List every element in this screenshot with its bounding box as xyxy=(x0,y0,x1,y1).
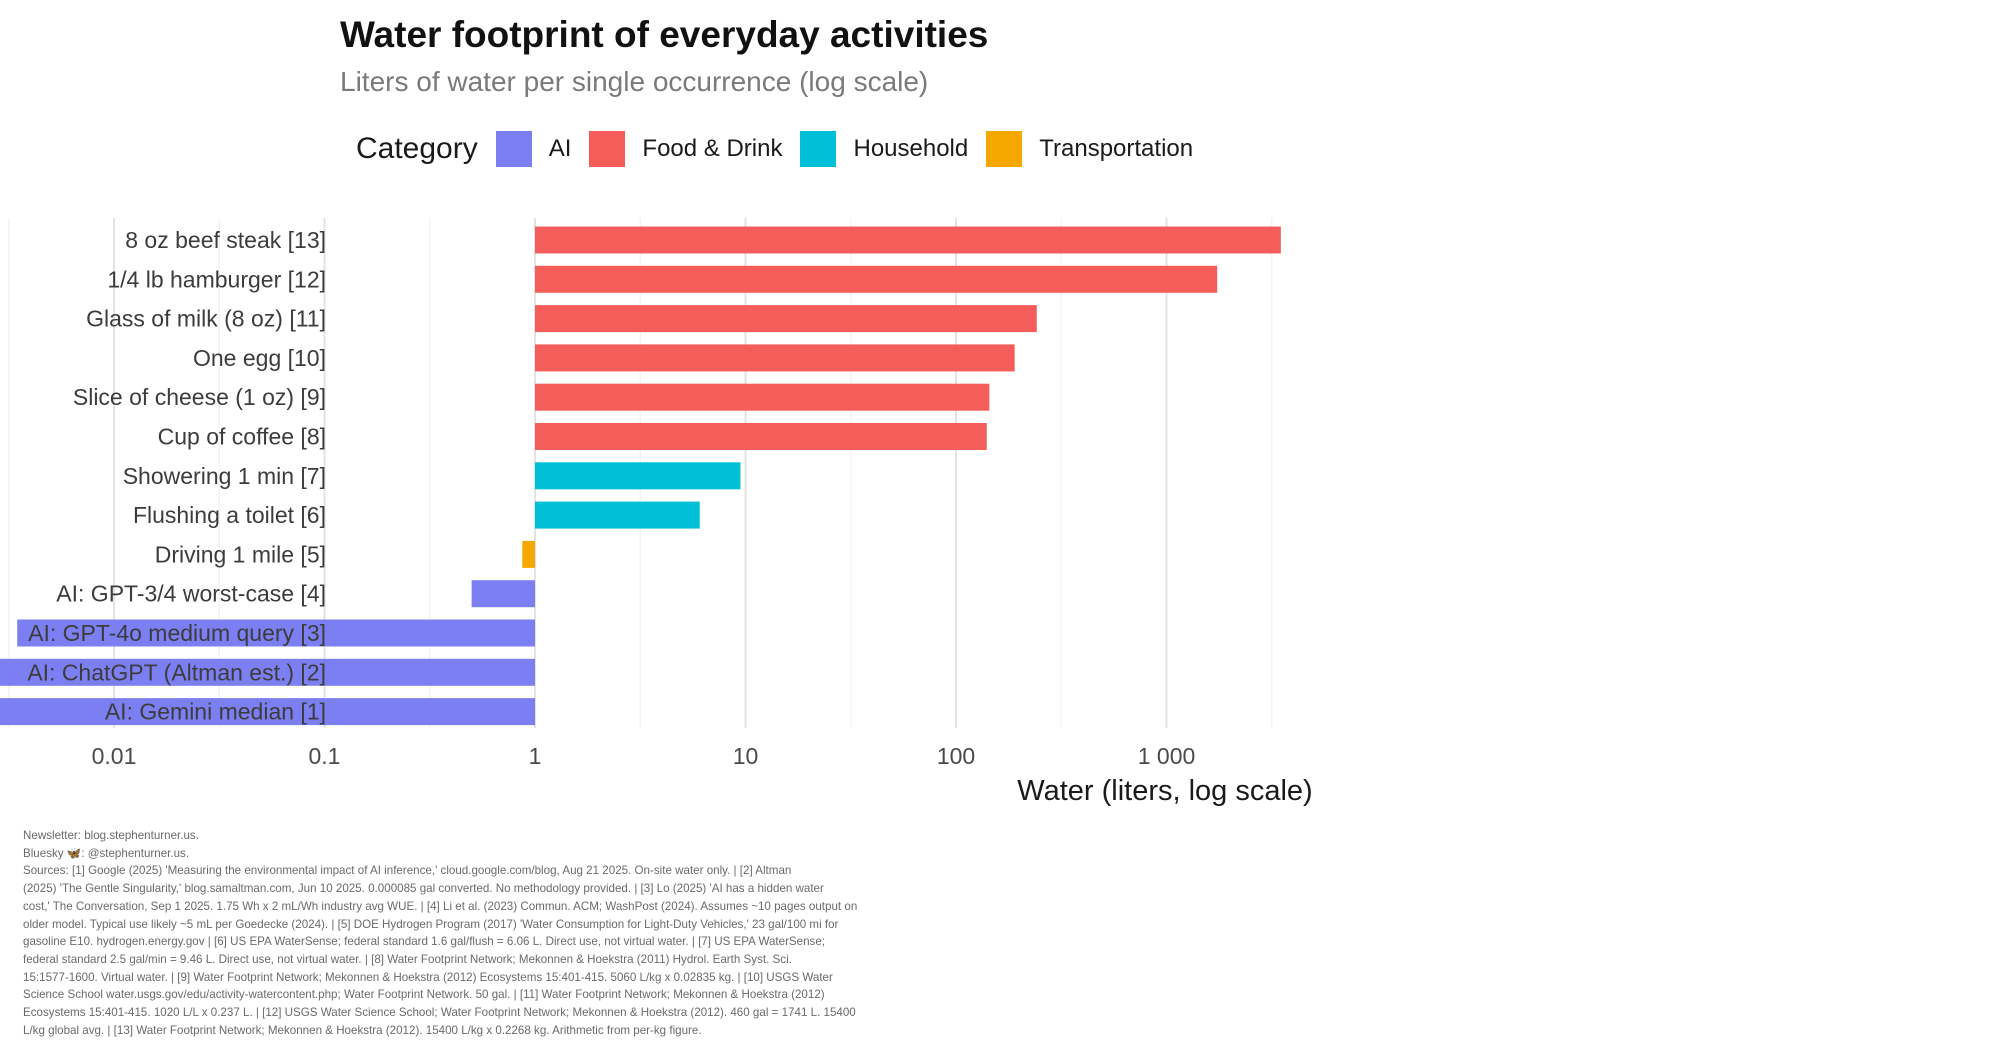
category-label: Slice of cheese (1 oz) [9] xyxy=(73,384,326,410)
bar xyxy=(535,226,1281,254)
chart-title: Water footprint of everyday activities xyxy=(340,14,989,55)
x-tick-label: 0.1 xyxy=(309,743,341,769)
legend-item-household: Household xyxy=(800,131,968,167)
category-label: AI: GPT-3/4 worst-case [4] xyxy=(56,581,326,607)
footer-line: L/kg global avg. | [13] Water Footprint … xyxy=(23,1023,702,1037)
footer-line: Newsletter: blog.stephenturner.us. xyxy=(23,829,199,842)
legend-swatch-household xyxy=(800,131,837,167)
legend-label-transportation: Transportation xyxy=(1039,135,1194,162)
legend-item-food-drink: Food & Drink xyxy=(589,131,782,167)
footer-line: Science School water.usgs.gov/edu/activi… xyxy=(23,988,825,1002)
chart-subtitle: Liters of water per single occurrence (l… xyxy=(340,66,929,97)
legend-swatch-ai xyxy=(495,131,532,167)
category-label: One egg [10] xyxy=(193,345,326,371)
category-label: 1/4 lb hamburger [12] xyxy=(107,266,326,292)
footer-notes: Newsletter: blog.stephenturner.us. Blues… xyxy=(23,827,963,1039)
bar xyxy=(535,423,987,450)
footer-line: older model. Typical use likely ~5 mL pe… xyxy=(23,917,839,931)
legend-label-ai: AI xyxy=(548,135,572,162)
x-tick-label: 10 xyxy=(733,743,759,769)
legend-item-transportation: Transportation xyxy=(986,131,1193,167)
legend-title: Category xyxy=(356,132,478,165)
bar xyxy=(535,305,1037,333)
bar xyxy=(17,619,535,647)
bar xyxy=(0,698,536,726)
category-label: AI: ChatGPT (Altman est.) [2] xyxy=(27,659,326,685)
bar xyxy=(535,462,741,490)
footer-line: cost,' The Conversation, Sep 1 2025. 1.7… xyxy=(23,899,858,913)
legend-swatch-food-drink xyxy=(589,131,626,167)
footer-line: (2025) 'The Gentle Singularity,' blog.sa… xyxy=(23,882,824,896)
x-tick-label: 1 xyxy=(529,743,542,769)
footer-line: federal standard 2.5 gal/min = 9.46 L. D… xyxy=(23,952,792,966)
x-axis-label: Water (liters, log scale) xyxy=(1017,775,1312,807)
category-labels: 8 oz beef steak [13] 1/4 lb hamburger [12… xyxy=(27,227,326,725)
bar xyxy=(535,383,990,411)
footer-line: 15:1577-1600. Virtual water. | [9] Water… xyxy=(23,970,833,984)
x-tick-label: 100 xyxy=(937,743,975,769)
legend-swatch-transportation xyxy=(986,131,1023,167)
bar xyxy=(0,658,535,686)
category-label: 8 oz beef steak [13] xyxy=(125,227,326,253)
bar xyxy=(471,580,535,608)
bar xyxy=(535,265,1218,293)
bar xyxy=(535,344,1015,372)
legend-label-household: Household xyxy=(853,135,969,162)
bar xyxy=(535,501,700,529)
category-label: AI: GPT-4o medium query [3] xyxy=(28,620,326,646)
category-label: Glass of milk (8 oz) [11] xyxy=(86,306,326,332)
bars xyxy=(0,226,1281,726)
footer-line: Sources: [1] Google (2025) 'Measuring th… xyxy=(23,864,792,878)
footer-line: gasoline E10. hydrogen.energy.gov | [6] … xyxy=(23,935,826,949)
category-label: Showering 1 min [7] xyxy=(123,463,326,489)
bar-chart: 8 oz beef steak [13] 1/4 lb hamburger [12… xyxy=(0,218,1313,807)
category-label: Driving 1 mile [5] xyxy=(155,541,326,567)
legend: Category AI Food & Drink Household Trans… xyxy=(356,130,1211,168)
bar xyxy=(522,540,535,568)
footer-line: Bluesky 🦋: @stephenturner.us. xyxy=(23,846,190,860)
category-label: AI: Gemini median [1] xyxy=(105,699,326,725)
x-tick-label: 1 000 xyxy=(1138,743,1196,769)
legend-label-food-drink: Food & Drink xyxy=(642,135,783,162)
legend-item-ai: AI xyxy=(495,131,572,167)
x-tick-label: 0.01 xyxy=(92,743,137,769)
category-label: Cup of coffee [8] xyxy=(158,424,326,450)
category-label: Flushing a toilet [6] xyxy=(133,502,326,528)
footer-line: Ecosystems 15:401-415. 1020 L/L x 0.237 … xyxy=(23,1006,856,1020)
